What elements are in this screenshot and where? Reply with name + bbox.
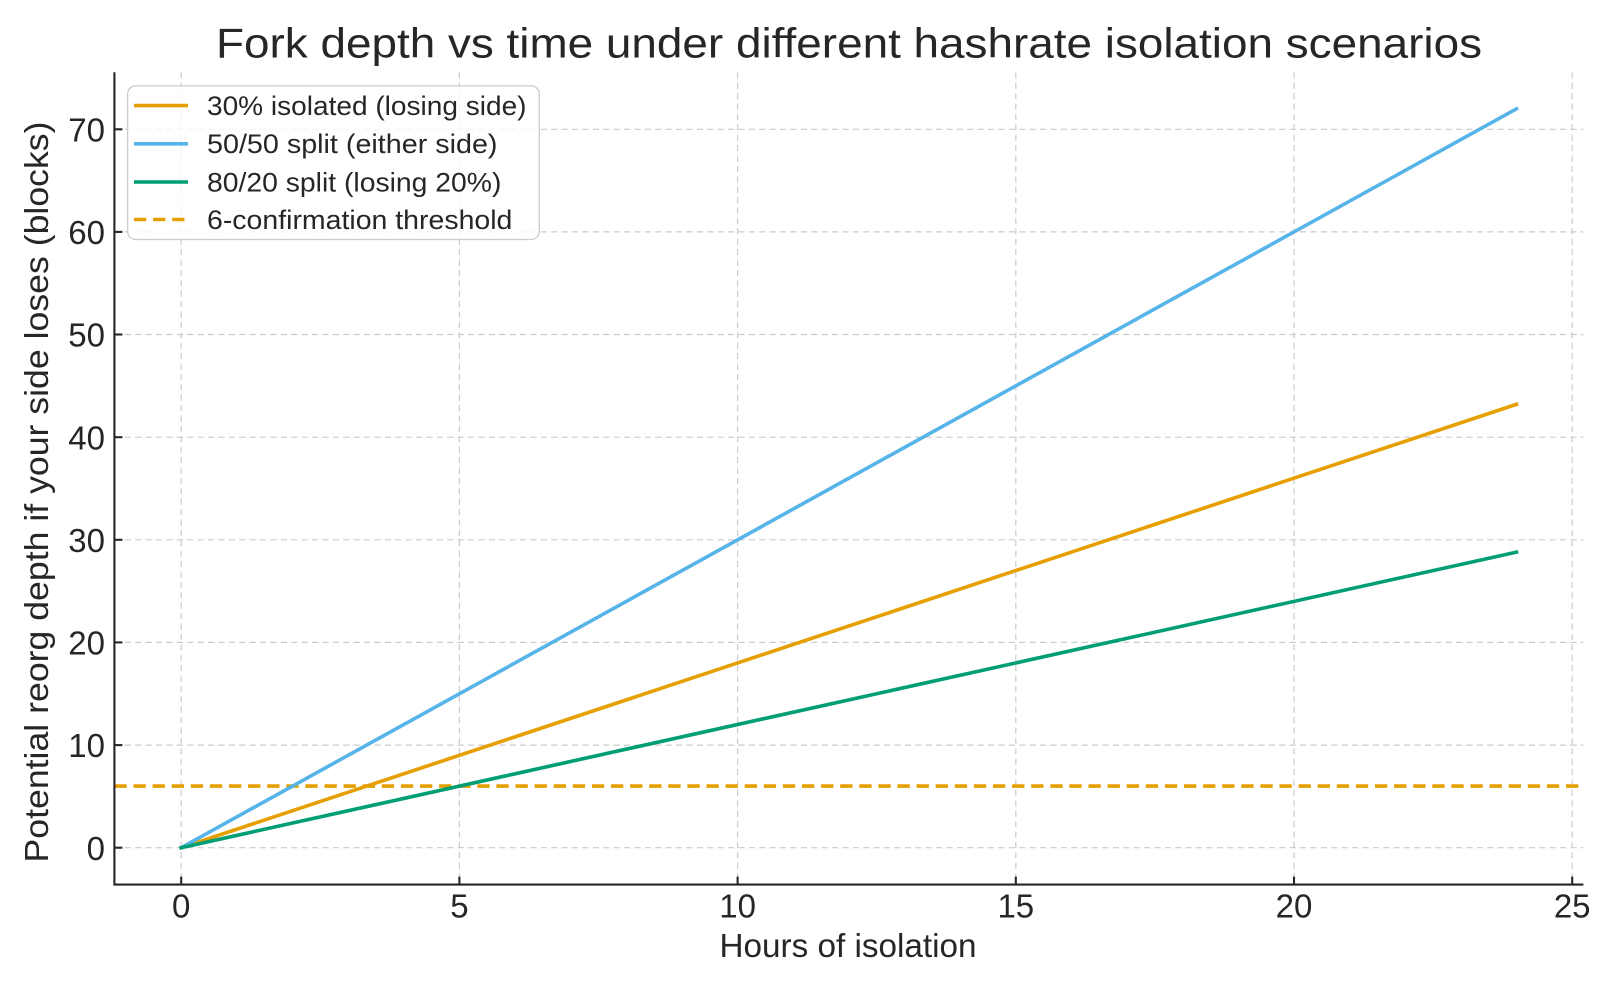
svg-text:20: 20 — [1276, 888, 1313, 925]
svg-text:25: 25 — [1554, 888, 1591, 925]
svg-text:40: 40 — [68, 419, 105, 456]
svg-text:50: 50 — [68, 317, 105, 354]
svg-text:0: 0 — [87, 830, 105, 867]
svg-text:80/20 split (losing 20%): 80/20 split (losing 20%) — [207, 167, 501, 197]
svg-text:15: 15 — [997, 888, 1034, 925]
svg-text:5: 5 — [450, 888, 468, 925]
svg-text:20: 20 — [68, 625, 105, 662]
svg-text:0: 0 — [172, 888, 190, 925]
svg-text:6-confirmation threshold: 6-confirmation threshold — [207, 205, 512, 235]
svg-text:Fork depth vs time under diffe: Fork depth vs time under different hashr… — [216, 19, 1482, 66]
svg-text:50/50 split (either side): 50/50 split (either side) — [207, 129, 498, 159]
svg-text:10: 10 — [68, 727, 105, 764]
svg-text:Hours of isolation: Hours of isolation — [720, 928, 977, 965]
svg-text:Potential reorg depth if your: Potential reorg depth if your side loses… — [19, 122, 56, 863]
svg-text:10: 10 — [719, 888, 756, 925]
svg-text:60: 60 — [68, 214, 105, 251]
svg-text:30: 30 — [68, 522, 105, 559]
svg-text:30% isolated (losing side): 30% isolated (losing side) — [207, 91, 527, 121]
svg-text:70: 70 — [68, 111, 105, 148]
